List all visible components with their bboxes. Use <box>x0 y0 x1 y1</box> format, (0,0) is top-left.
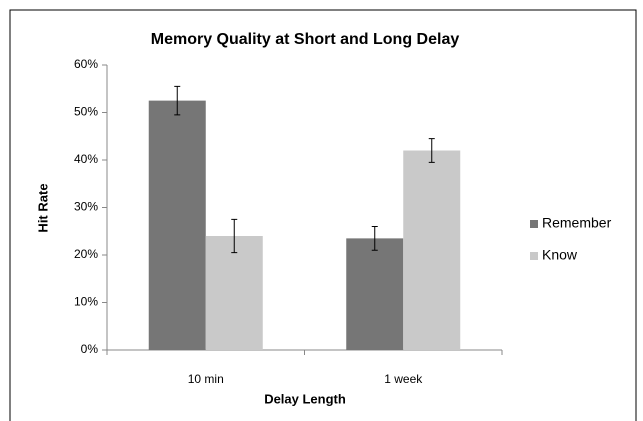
error-bar <box>231 218 238 254</box>
chart-title: Memory Quality at Short and Long Delay <box>151 31 460 48</box>
y-tick-label: 60% <box>74 57 98 71</box>
legend-label: Know <box>542 247 578 263</box>
legend-swatch <box>530 220 538 228</box>
frame <box>9 9 637 421</box>
y-tick-label: 10% <box>74 295 98 309</box>
y-tick-label: 40% <box>74 152 98 166</box>
error-bar <box>428 138 435 163</box>
y-tick-label: 50% <box>74 105 98 119</box>
legend-label: Remember <box>542 215 612 231</box>
x-axis-title: Delay Length <box>264 391 346 406</box>
bar <box>403 150 461 350</box>
error-bar <box>174 85 181 116</box>
y-tick-label: 0% <box>81 342 99 356</box>
x-tick-label: 10 min <box>188 372 224 386</box>
bar <box>346 238 404 350</box>
y-tick-label: 20% <box>74 247 98 261</box>
legend-swatch <box>530 252 538 260</box>
bar <box>205 236 263 350</box>
y-axis-title: Hit Rate <box>35 183 50 232</box>
y-tick-label: 30% <box>74 200 98 214</box>
x-tick-label: 1 week <box>384 372 423 386</box>
bar <box>148 100 206 350</box>
error-bar <box>371 226 378 251</box>
